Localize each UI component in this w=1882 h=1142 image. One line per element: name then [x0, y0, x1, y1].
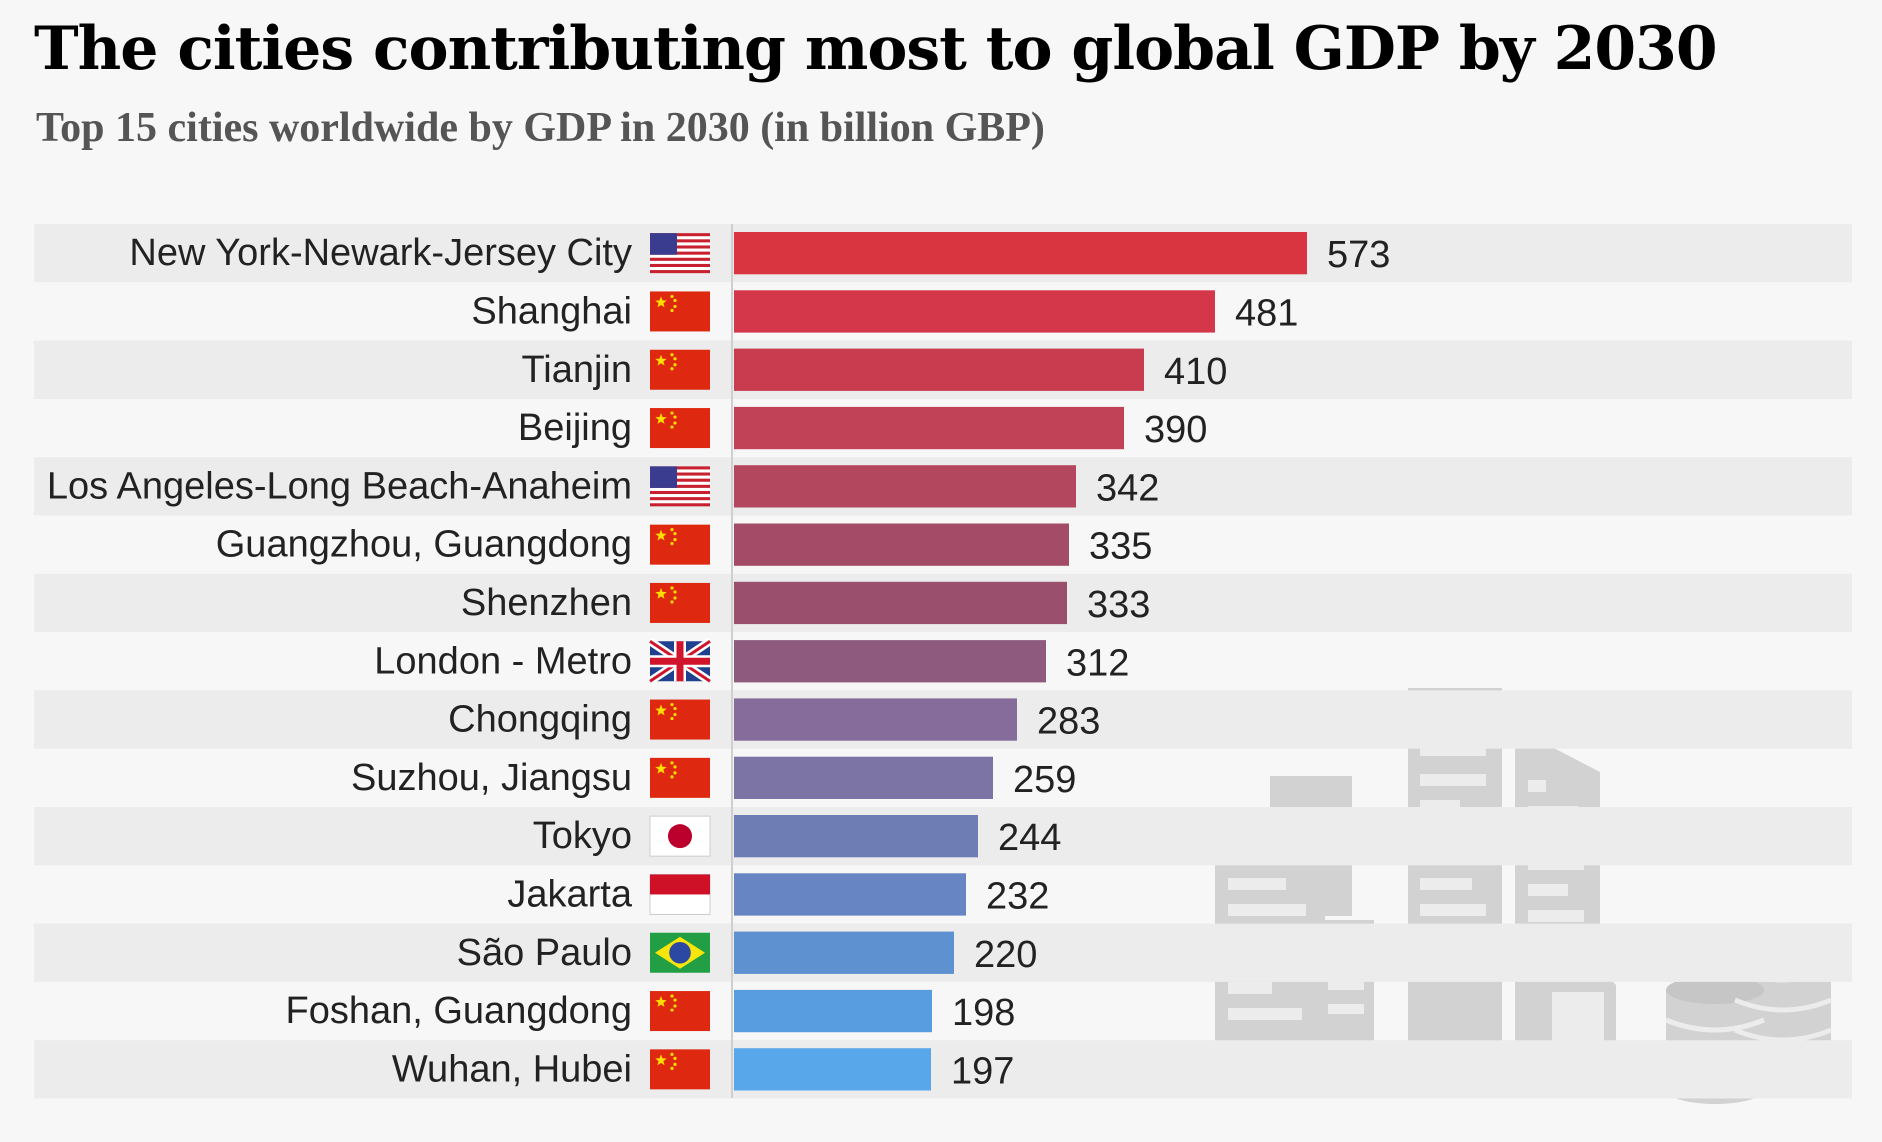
value-label: 259 [1013, 759, 1076, 801]
value-label: 342 [1096, 467, 1159, 509]
bar [734, 348, 1144, 391]
bar [734, 698, 1017, 741]
bar [734, 290, 1215, 333]
bar [734, 581, 1067, 625]
bar [734, 756, 993, 799]
category-label: Beijing [518, 407, 632, 449]
category-label: São Paulo [457, 932, 632, 974]
jp-flag-icon [649, 815, 711, 857]
cn-flag-icon [650, 582, 710, 623]
category-label: Tianjin [521, 349, 632, 391]
country-flags [647, 233, 713, 1090]
bar [734, 1048, 931, 1091]
value-label: 573 [1327, 234, 1390, 276]
value-label: 244 [998, 817, 1061, 859]
category-label: New York-Newark-Jersey City [129, 232, 632, 274]
cn-flag-icon [650, 524, 710, 565]
value-label: 197 [951, 1050, 1014, 1092]
bar [734, 465, 1076, 508]
cn-flag-icon [650, 408, 710, 449]
bar [734, 640, 1046, 683]
bars [734, 232, 1307, 1091]
value-label: 283 [1037, 701, 1100, 743]
value-label: 198 [952, 992, 1015, 1034]
bar [734, 406, 1124, 450]
uk-flag-icon [647, 637, 713, 685]
br-flag-icon [650, 932, 710, 973]
cn-flag-icon [650, 1049, 710, 1090]
category-label: Wuhan, Hubei [392, 1048, 632, 1090]
id-flag-icon [649, 873, 711, 915]
value-label: 390 [1144, 409, 1207, 451]
cn-flag-icon [650, 757, 710, 798]
cn-flag-icon [650, 291, 710, 332]
bar [734, 931, 954, 974]
bar [734, 523, 1069, 566]
cn-flag-icon [650, 349, 710, 390]
category-labels: New York-Newark-Jersey City Shanghai Tianj… [47, 232, 633, 1090]
category-label: Los Angeles-Long Beach-Anaheim [47, 465, 632, 507]
chart-title: The cities contributing most to global G… [34, 14, 1718, 84]
category-label: London - Metro [374, 640, 632, 682]
us-flag-icon [650, 233, 710, 274]
category-label: Tokyo [533, 815, 632, 857]
bar [734, 232, 1307, 275]
category-label: Suzhou, Jiangsu [351, 757, 632, 799]
chart-subtitle: Top 15 cities worldwide by GDP in 2030 (… [36, 105, 1045, 151]
value-label: 312 [1066, 642, 1129, 684]
value-label: 335 [1089, 526, 1152, 568]
bar [734, 989, 932, 1033]
category-label: Jakarta [507, 873, 632, 915]
row-band [34, 1040, 1852, 1099]
us-flag-icon [650, 466, 710, 507]
category-label: Foshan, Guangdong [286, 990, 633, 1032]
value-label: 410 [1164, 351, 1227, 393]
value-label: 333 [1087, 584, 1150, 626]
value-label: 232 [986, 875, 1049, 917]
cn-flag-icon [650, 699, 710, 740]
category-label: Chongqing [448, 699, 632, 741]
bar [734, 815, 978, 858]
cn-flag-icon [650, 991, 710, 1032]
value-label: 481 [1235, 292, 1298, 334]
category-label: Guangzhou, Guangdong [216, 524, 632, 566]
bar [734, 873, 966, 916]
category-label: Shanghai [471, 290, 632, 332]
category-label: Shenzhen [461, 582, 632, 624]
value-label: 220 [974, 934, 1037, 976]
